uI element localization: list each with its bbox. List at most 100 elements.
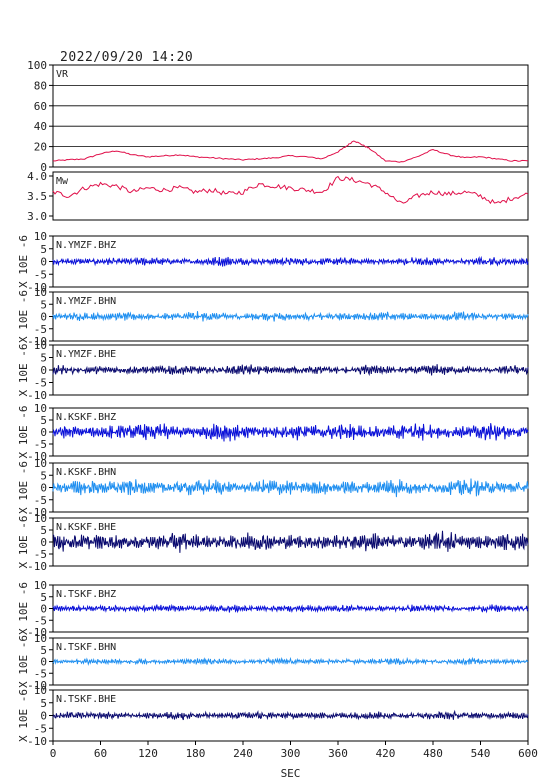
y-tick-label: 10 <box>34 402 47 415</box>
y-tick-label: -5 <box>34 494 47 507</box>
unit-label: X 10E -6 <box>17 406 30 459</box>
y-tick-label: -10 <box>27 560 47 573</box>
y-tick-label: 10 <box>34 684 47 697</box>
y-tick-label: 5 <box>40 414 47 427</box>
unit-label: X 10E -6 <box>17 689 30 742</box>
y-tick-label: 10 <box>34 286 47 299</box>
y-tick-label: -5 <box>34 323 47 336</box>
panel-label-mw: Mw <box>56 176 69 187</box>
unit-label: X 10E -6 <box>17 290 30 343</box>
y-tick-label: -5 <box>34 614 47 627</box>
unit-label: X 10E -6 <box>17 516 30 569</box>
unit-label: X 10E -6 <box>17 461 30 514</box>
y-tick-label: 10 <box>34 512 47 525</box>
panel-label-n-kskf-bhz: N.KSKF.BHZ <box>56 412 116 423</box>
panel-label-n-tskf-bhn: N.TSKF.BHN <box>56 642 116 653</box>
y-tick-label: 5 <box>40 697 47 710</box>
panel-label-n-tskf-bhz: N.TSKF.BHZ <box>56 589 116 600</box>
y-tick-label: 0 <box>40 161 47 174</box>
y-tick-label: 10 <box>34 339 47 352</box>
y-tick-label: -10 <box>27 450 47 463</box>
panel-label-n-ymzf-bhz: N.YMZF.BHZ <box>56 240 116 251</box>
y-tick-label: 5 <box>40 469 47 482</box>
series-n-ymzf-bhe <box>52 364 529 377</box>
series-n-kskf-bhz <box>52 423 529 442</box>
panel-label-n-tskf-bhe: N.TSKF.BHE <box>56 694 116 705</box>
x-tick-label: 480 <box>423 747 443 760</box>
y-tick-label: 0 <box>40 256 47 269</box>
y-tick-label: 0 <box>40 603 47 616</box>
y-tick-label: 3.0 <box>27 210 47 223</box>
x-tick-label: 60 <box>94 747 107 760</box>
y-tick-label: 4.0 <box>27 170 47 183</box>
y-tick-label: -10 <box>27 335 47 348</box>
y-tick-label: -5 <box>34 667 47 680</box>
y-tick-label: 10 <box>34 579 47 592</box>
y-tick-label: 0 <box>40 656 47 669</box>
y-tick-label: -10 <box>27 735 47 748</box>
unit-label: X 10E -6 <box>17 235 30 288</box>
y-tick-label: 40 <box>34 120 47 133</box>
x-tick-label: 600 <box>518 747 538 760</box>
series-n-kskf-bhn <box>52 478 529 498</box>
x-axis-label: SEC <box>281 767 301 780</box>
y-tick-label: 10 <box>34 457 47 470</box>
y-tick-label: 3.5 <box>27 190 47 203</box>
y-tick-label: 20 <box>34 141 47 154</box>
y-tick-label: -10 <box>27 281 47 294</box>
series-mw <box>52 175 529 205</box>
y-tick-label: 0 <box>40 710 47 723</box>
y-tick-label: 10 <box>34 632 47 645</box>
y-tick-label: -5 <box>34 438 47 451</box>
unit-label: X 10E -6 <box>17 635 30 688</box>
unit-label: X 10E -6 <box>17 344 30 397</box>
x-tick-label: 360 <box>328 747 348 760</box>
x-tick-label: 300 <box>281 747 301 760</box>
unit-label: X 10E -6 <box>17 582 30 635</box>
x-tick-label: 240 <box>233 747 253 760</box>
y-tick-label: 5 <box>40 298 47 311</box>
series-vr <box>52 140 529 163</box>
y-tick-label: 5 <box>40 644 47 657</box>
x-tick-label: 540 <box>471 747 491 760</box>
series-n-ymzf-bhn <box>52 311 529 322</box>
y-tick-label: -5 <box>34 268 47 281</box>
panel-frame-mw <box>52 171 529 221</box>
panel-label-n-ymzf-bhe: N.YMZF.BHE <box>56 349 116 360</box>
y-tick-label: 80 <box>34 79 47 92</box>
y-tick-label: 60 <box>34 100 47 113</box>
y-tick-label: -10 <box>27 506 47 519</box>
series-n-ymzf-bhz <box>52 255 529 267</box>
y-tick-label: -10 <box>27 679 47 692</box>
panel-label-vr: VR <box>56 69 69 80</box>
x-tick-label: 120 <box>138 747 158 760</box>
y-tick-label: 5 <box>40 352 47 365</box>
y-tick-label: -10 <box>27 389 47 402</box>
y-tick-label: 5 <box>40 591 47 604</box>
series-n-tskf-bhz <box>52 603 529 614</box>
y-tick-label: 0 <box>40 482 47 495</box>
y-tick-label: 5 <box>40 243 47 256</box>
y-tick-label: 0 <box>40 536 47 549</box>
x-tick-label: 180 <box>186 747 206 760</box>
series-n-tskf-bhe <box>52 709 529 721</box>
panel-label-n-ymzf-bhn: N.YMZF.BHN <box>56 296 116 307</box>
y-tick-label: 0 <box>40 426 47 439</box>
y-tick-label: -5 <box>34 377 47 390</box>
y-tick-label: 10 <box>34 230 47 243</box>
y-tick-label: 100 <box>27 59 47 72</box>
y-tick-label: 0 <box>40 311 47 324</box>
y-tick-label: 0 <box>40 364 47 377</box>
y-tick-label: 5 <box>40 524 47 537</box>
series-n-kskf-bhe <box>52 530 529 553</box>
panel-frame-vr <box>52 64 529 168</box>
x-tick-label: 420 <box>376 747 396 760</box>
datetime-label: 2022/09/20 14:20 <box>60 50 194 65</box>
series-n-tskf-bhn <box>52 656 529 666</box>
y-tick-label: -5 <box>34 722 47 735</box>
x-tick-label: 0 <box>50 747 57 760</box>
y-tick-label: -5 <box>34 548 47 561</box>
y-tick-label: -10 <box>27 626 47 639</box>
panel-label-n-kskf-bhe: N.KSKF.BHE <box>56 522 116 533</box>
